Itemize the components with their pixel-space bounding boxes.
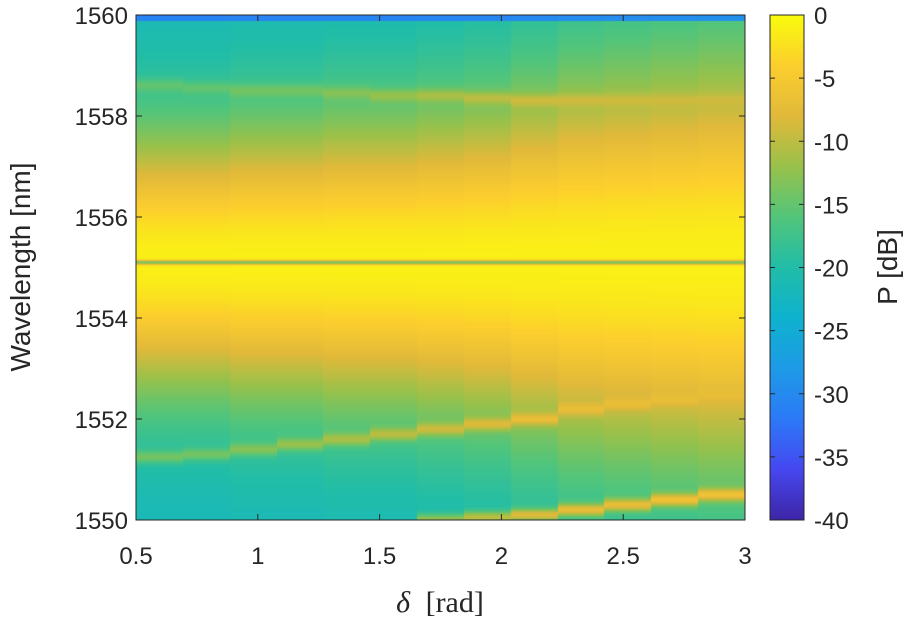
x-axis-label: δ [rad] [396,586,484,619]
y-axis-ticks: 1550 1552 1554 1556 1558 1560 [75,3,745,535]
x-tick-label: 0.5 [119,543,152,570]
x-axis-label-unit: [rad] [426,586,484,619]
colorbar-tick-label: -35 [814,445,849,472]
y-tick-label: 1556 [75,205,128,232]
colorbar-tick-label: -15 [814,192,849,219]
colorbar-tick-label: -5 [814,66,835,93]
colorbar-tick-label: -40 [814,508,849,535]
colorbar-tick-label: -25 [814,319,849,346]
colorbar-tick-label: -20 [814,256,849,283]
colorbar: 0 -5 -10 -15 -20 -25 -30 -35 -40 [769,3,849,535]
x-tick-label: 2 [495,543,508,570]
x-axis-label-symbol: δ [396,586,411,619]
colorbar-tick-label: 0 [814,3,827,30]
y-tick-label: 1558 [75,104,128,131]
colorbar-tick-label: -30 [814,382,849,409]
y-tick-label: 1560 [75,3,128,30]
heatmap-image [136,15,745,520]
heatmap-plot-area [135,14,746,521]
colorbar-tick-label: -10 [814,129,849,156]
colorbar-label: P [dB] [872,229,903,305]
colorbar-ticks: 0 -5 -10 -15 -20 -25 -30 -35 -40 [770,3,849,535]
y-tick-label: 1550 [75,508,128,535]
plot-frame [135,14,746,521]
x-tick-label: 2.5 [607,543,640,570]
y-tick-label: 1554 [75,306,128,333]
x-tick-label: 1.5 [363,543,396,570]
y-axis-label: Wavelength [nm] [5,162,36,371]
y-tick-label: 1552 [75,407,128,434]
colorbar-image [770,15,804,520]
x-tick-label: 1 [251,543,264,570]
x-tick-label: 3 [738,543,751,570]
x-axis-ticks: 0.5 1 1.5 2 2.5 3 [119,15,752,570]
